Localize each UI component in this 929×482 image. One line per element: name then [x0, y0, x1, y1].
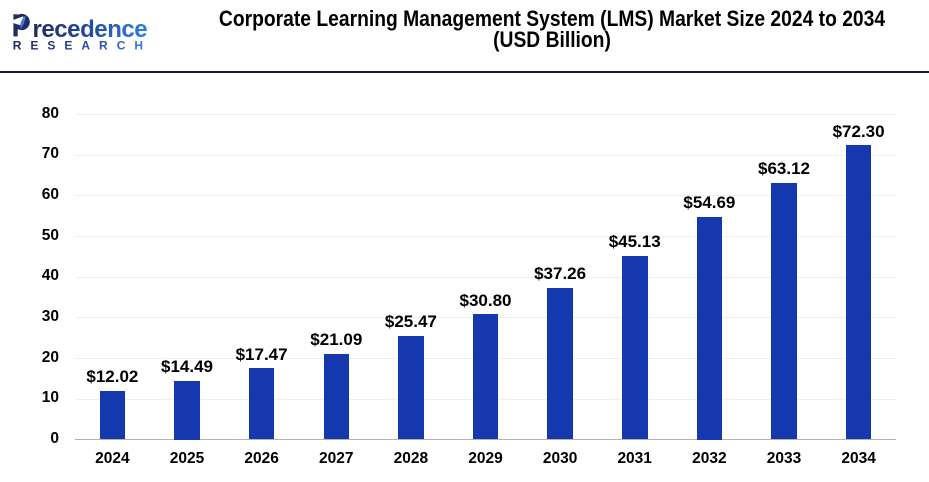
svg-text:RESEARCH: RESEARCH: [13, 39, 152, 53]
svg-text:recedence: recedence: [33, 16, 148, 43]
